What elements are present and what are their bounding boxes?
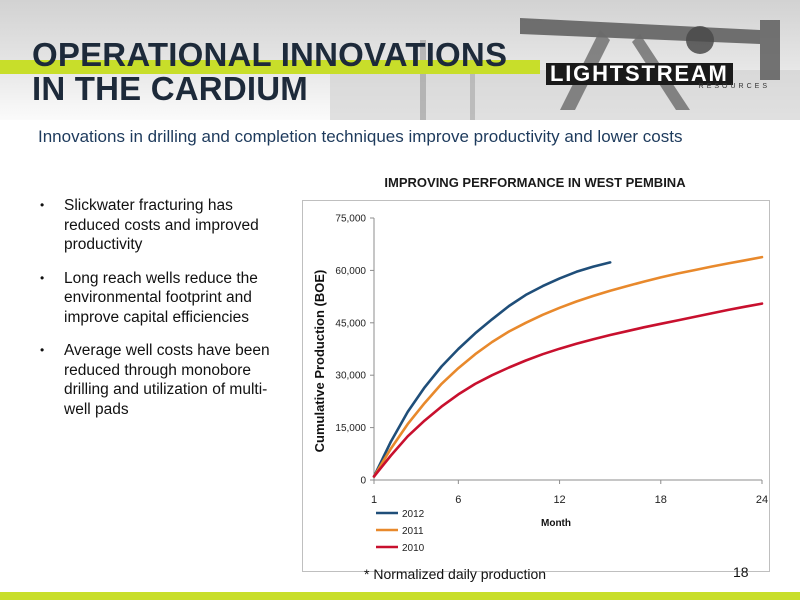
bullet-item: • Slickwater fracturing has reduced cost… (40, 196, 280, 255)
chart-title: IMPROVING PERFORMANCE IN WEST PEMBINA (384, 175, 686, 190)
x-tick-label: 24 (756, 494, 768, 506)
page-title-line2: IN THE CARDIUM (32, 70, 308, 107)
chart-frame (302, 200, 770, 572)
logo-name: LIGHTSTREAM (546, 63, 733, 85)
bullet-dot-icon: • (40, 270, 45, 285)
bullet-list: • Slickwater fracturing has reduced cost… (40, 196, 280, 433)
legend-label-2011: 2011 (402, 526, 424, 537)
y-axis-label: Cumulative Production (BOE) (312, 270, 327, 453)
x-tick-label: 12 (553, 494, 565, 506)
page-title-line1: OPERATIONAL INNOVATIONS (32, 36, 508, 73)
footnote: * Normalized daily production (364, 566, 547, 582)
page-number: 18 (733, 564, 749, 580)
y-tick-label: 45,000 (335, 318, 366, 329)
bullet-dot-icon: • (40, 343, 45, 357)
logo-tagline: RESOURCES (698, 83, 770, 90)
y-tick-label: 75,000 (335, 214, 366, 225)
legend-label-2010: 2010 (402, 543, 425, 554)
x-tick-label: 6 (455, 494, 461, 506)
bullet-text: Long reach wells reduce the environmenta… (64, 269, 258, 326)
x-tick-label: 1 (371, 494, 377, 506)
bullet-item: • Long reach wells reduce the environmen… (40, 269, 280, 328)
y-tick-label: 15,000 (335, 423, 366, 434)
bullet-item: • Average well costs have been reduced t… (40, 341, 280, 419)
series-line-2012 (372, 261, 612, 478)
series-line-2011 (372, 255, 764, 478)
line-chart: 0 15,000 30,000 45,000 60,000 75,000 1 6 12 18 24 C… (312, 214, 768, 555)
page-title: OPERATIONAL INNOVATIONS IN THE CARDIUM (32, 38, 507, 106)
x-tick-label: 18 (655, 494, 667, 506)
bullet-text: Average well costs have been reduced thr… (64, 342, 270, 418)
y-tick-label: 30,000 (335, 371, 366, 382)
page-subtitle: Innovations in drilling and completion t… (38, 127, 683, 146)
bottom-accent-bar (0, 592, 800, 600)
title-accent-bar (0, 60, 540, 74)
company-logo: LIGHTSTREAM RESOURCES (546, 57, 772, 93)
y-tick-label: 60,000 (335, 266, 366, 277)
legend-label-2012: 2012 (402, 509, 425, 520)
bullet-dot-icon: • (40, 198, 45, 212)
y-tick-label: 0 (360, 476, 366, 487)
x-axis-label: Month (541, 518, 571, 529)
series-line-2010 (372, 302, 764, 478)
bullet-text: Slickwater fracturing has reduced costs … (64, 197, 259, 253)
